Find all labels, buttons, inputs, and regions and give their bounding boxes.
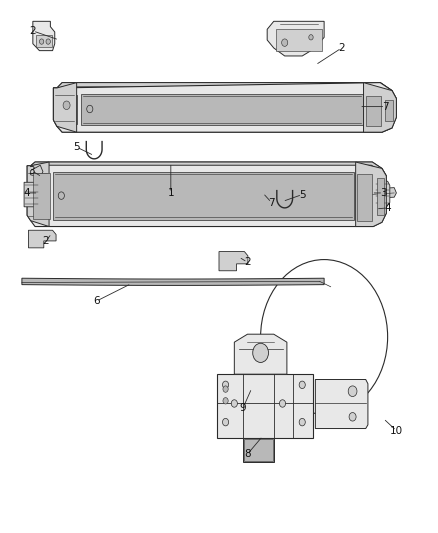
Circle shape [349,413,356,421]
Polygon shape [243,438,274,462]
Polygon shape [36,35,52,47]
Polygon shape [244,439,273,461]
Polygon shape [53,83,77,132]
Text: 10: 10 [390,426,403,435]
Polygon shape [276,29,322,51]
Polygon shape [385,100,393,121]
Text: 9: 9 [240,403,247,413]
Text: 1: 1 [167,188,174,198]
Text: 7: 7 [268,198,275,207]
Polygon shape [357,174,372,221]
Text: 8: 8 [244,449,251,459]
Circle shape [231,400,237,407]
Polygon shape [315,379,368,429]
Polygon shape [377,178,384,215]
Polygon shape [267,21,324,56]
Text: 6: 6 [93,296,100,306]
Polygon shape [368,188,396,198]
Polygon shape [356,162,386,227]
Circle shape [87,106,93,113]
Polygon shape [33,173,50,219]
Polygon shape [33,21,55,51]
Circle shape [279,400,286,407]
Text: 2: 2 [244,257,251,267]
Text: 3: 3 [380,188,387,198]
Polygon shape [31,165,43,177]
Polygon shape [22,278,324,285]
Text: 2: 2 [338,43,345,53]
Text: 4: 4 [24,188,31,198]
Circle shape [223,398,228,404]
Polygon shape [364,83,396,132]
Polygon shape [27,162,49,227]
Polygon shape [59,95,77,124]
Polygon shape [53,83,392,132]
Text: 7: 7 [382,102,389,111]
Polygon shape [374,181,390,205]
Polygon shape [28,230,56,248]
Circle shape [253,343,268,362]
Circle shape [299,381,305,389]
Polygon shape [217,374,313,438]
Circle shape [39,39,44,44]
Circle shape [309,35,313,40]
Text: 2: 2 [29,26,36,36]
Circle shape [348,386,357,397]
Polygon shape [53,172,354,220]
Polygon shape [219,252,248,271]
Polygon shape [81,94,364,125]
Text: 3: 3 [28,166,35,175]
Text: 4: 4 [384,203,391,213]
Circle shape [223,386,228,392]
Polygon shape [27,162,386,227]
Polygon shape [53,83,396,99]
Text: 5: 5 [299,190,306,199]
Polygon shape [53,83,396,132]
Circle shape [299,418,305,426]
Circle shape [282,39,288,46]
Circle shape [46,39,50,44]
Polygon shape [373,187,385,197]
Circle shape [223,418,229,426]
Text: 2: 2 [42,236,49,246]
Circle shape [58,192,64,199]
Polygon shape [27,162,386,176]
Circle shape [223,381,229,389]
Polygon shape [234,334,287,374]
Polygon shape [24,182,39,207]
Polygon shape [366,96,381,126]
Text: 5: 5 [73,142,80,152]
Circle shape [63,101,70,110]
